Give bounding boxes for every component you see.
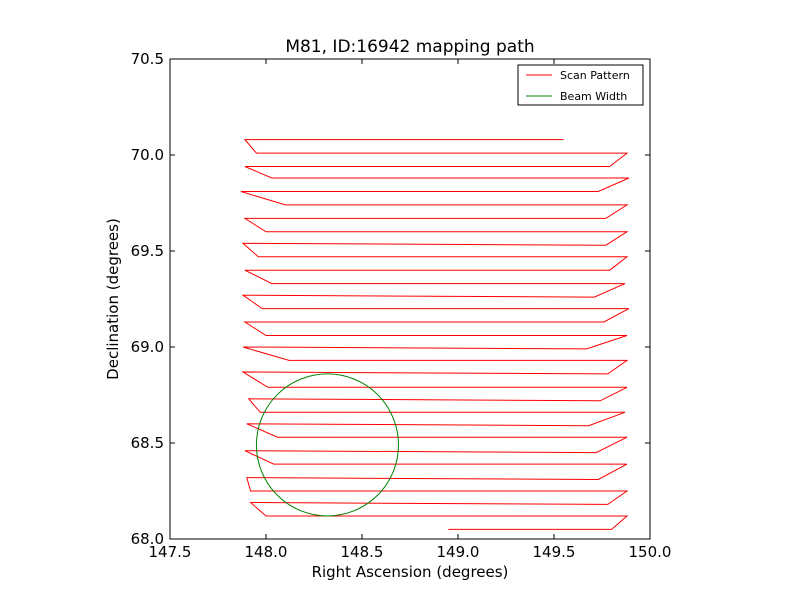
- x-tick-label: 147.5: [149, 543, 192, 561]
- x-tick-label: 148.5: [341, 543, 384, 561]
- y-tick-label: 68.5: [131, 434, 164, 452]
- beam-width-layer: [255, 373, 399, 517]
- y-tick-label: 69.0: [131, 338, 164, 356]
- y-tick-label: 70.0: [131, 146, 164, 164]
- chart-title: M81, ID:16942 mapping path: [285, 37, 534, 57]
- x-tick-label: 149.5: [533, 543, 576, 561]
- x-axis: 147.5 148.0 148.5 149.0 149.5 150.0: [149, 59, 672, 561]
- y-axis: 68.0 68.5 69.0 69.5 70.0 70.5: [131, 50, 650, 548]
- legend-scan-label: Scan Pattern: [560, 69, 630, 82]
- x-tick-label: 149.0: [437, 543, 480, 561]
- scan-pattern-layer: [240, 139, 630, 530]
- plot-frame: [169, 58, 651, 540]
- legend: Scan Pattern Beam Width: [517, 64, 644, 106]
- y-tick-label: 69.5: [131, 242, 164, 260]
- legend-box: [517, 64, 644, 106]
- y-tick-label: 68.0: [131, 530, 164, 548]
- beam-width-circle: [255, 373, 399, 517]
- scan-pattern-line: [240, 139, 630, 530]
- y-tick-label: 70.5: [131, 50, 164, 68]
- plot-area: [169, 58, 651, 540]
- x-tick-label: 148.0: [245, 543, 288, 561]
- y-axis-label: Declination (degrees): [104, 218, 122, 380]
- x-axis-label: Right Ascension (degrees): [312, 563, 509, 581]
- x-tick-label: 150.0: [629, 543, 672, 561]
- legend-beam-label: Beam Width: [560, 90, 627, 103]
